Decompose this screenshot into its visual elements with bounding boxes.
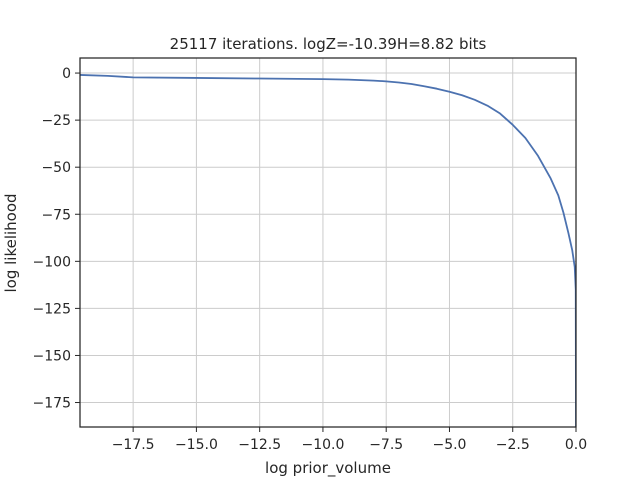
- x-tick-label: 0.0: [565, 437, 587, 453]
- plot-series: [80, 74, 576, 427]
- y-tick-label: −100: [33, 254, 71, 270]
- axes-frame: [79, 57, 577, 428]
- x-tick-label: −2.5: [496, 437, 530, 453]
- y-axis-label: log likelihood: [2, 193, 20, 292]
- x-tick-label: −7.5: [369, 437, 403, 453]
- x-tick-label: −15.0: [175, 437, 218, 453]
- y-tick-label: −150: [33, 348, 71, 364]
- plot-spines: [79, 57, 577, 428]
- x-tick-label: −5.0: [432, 437, 466, 453]
- y-tick-label: −125: [33, 301, 71, 317]
- y-axis-ticks: 0 −25 −50 −75 −100 −125 −150 −175: [33, 66, 80, 412]
- x-axis-ticks: −17.5 −15.0 −12.5 −10.0 −7.5 −5.0 −2.5 0.0: [112, 427, 587, 453]
- grid: [80, 58, 577, 427]
- y-tick-label: −175: [33, 396, 71, 412]
- x-axis-label: log prior_volume: [265, 459, 391, 478]
- y-tick-label: −75: [41, 207, 71, 223]
- y-tick-label: 0: [62, 66, 71, 82]
- series-line: [80, 74, 576, 427]
- x-tick-label: −10.0: [301, 437, 344, 453]
- y-tick-label: −50: [41, 160, 71, 176]
- x-tick-label: −12.5: [238, 437, 281, 453]
- y-tick-label: −25: [41, 113, 71, 129]
- x-tick-label: −17.5: [112, 437, 155, 453]
- chart-title: 25117 iterations. logZ=-10.39H=8.82 bits: [170, 35, 487, 53]
